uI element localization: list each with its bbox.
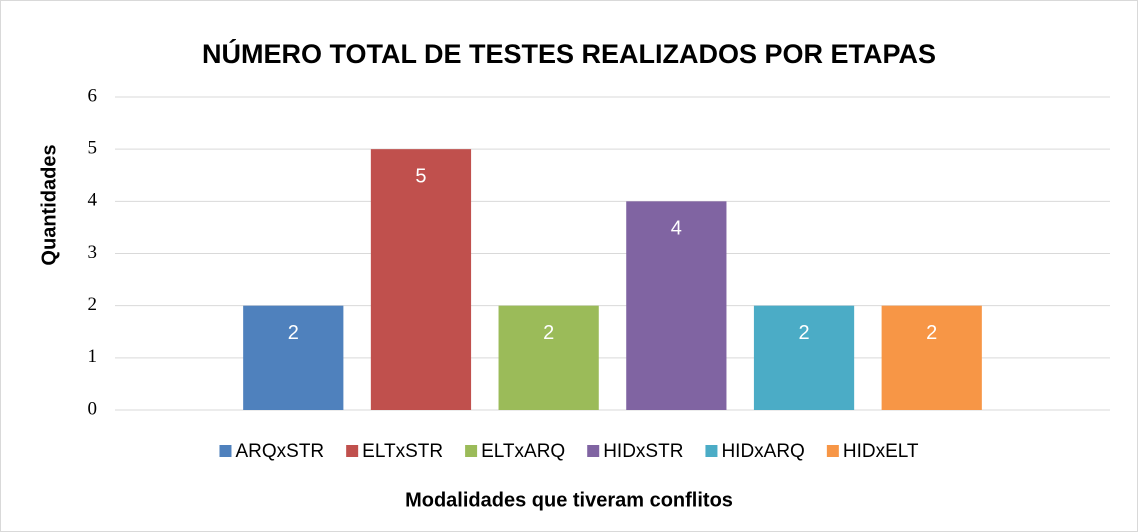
- data-label: 5: [415, 165, 426, 187]
- legend-label: ARQxSTR: [235, 441, 324, 462]
- legend-swatch: [346, 445, 359, 457]
- y-tick-label: 6: [88, 85, 98, 106]
- y-tick-label: 0: [88, 398, 98, 419]
- legend-swatch: [705, 445, 718, 457]
- bar: [881, 305, 982, 410]
- y-tick-label: 4: [88, 190, 98, 211]
- y-tick-label: 5: [88, 138, 98, 159]
- data-label: 2: [288, 322, 299, 344]
- bar: [370, 149, 472, 410]
- bar: [626, 201, 727, 410]
- y-tick-label: 1: [88, 346, 98, 367]
- legend-label: HIDxARQ: [721, 441, 804, 462]
- legend-label: HIDxELT: [843, 441, 919, 462]
- data-label: 2: [798, 322, 809, 344]
- legend-label: ELTxARQ: [481, 441, 565, 462]
- bar: [498, 305, 599, 410]
- x-axis-title: Modalidades que tiveram conflitos: [405, 489, 733, 511]
- y-tick-label: 2: [88, 294, 98, 315]
- legend-swatch: [465, 445, 478, 457]
- data-label: 4: [671, 218, 682, 240]
- legend-label: ELTxSTR: [362, 441, 443, 462]
- data-label: 2: [926, 322, 937, 344]
- legend-swatch: [587, 445, 600, 457]
- legend-swatch: [219, 445, 232, 457]
- legend-swatch: [826, 445, 839, 457]
- chart-title: NÚMERO TOTAL DE TESTES REALIZADOS POR ET…: [202, 38, 936, 69]
- data-label: 2: [543, 322, 554, 344]
- bar: [243, 305, 344, 410]
- y-tick-label: 3: [88, 242, 98, 263]
- y-axis-title: Quantidades: [38, 144, 60, 265]
- legend-label: HIDxSTR: [603, 441, 683, 462]
- bar: [753, 305, 855, 410]
